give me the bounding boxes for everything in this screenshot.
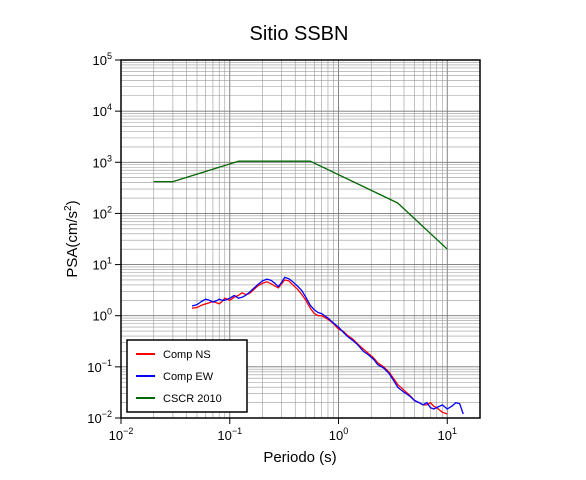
y-tick-label: 101 <box>93 256 112 273</box>
x-tick-label: 10−2 <box>109 426 134 443</box>
x-tick-label: 100 <box>329 426 348 443</box>
series-group <box>153 160 464 415</box>
y-axis-label-exponent: 2 <box>63 205 74 211</box>
y-tick-label: 10−1 <box>87 358 112 375</box>
legend-label: Comp EW <box>163 371 214 383</box>
y-tick-label: 10−2 <box>87 409 112 426</box>
y-tick-label: 100 <box>93 307 112 324</box>
chart-title: Sitio SSBN <box>250 23 349 45</box>
y-tick-label: 105 <box>93 51 112 68</box>
y-axis-label: PSA(cm/s2) <box>63 200 81 277</box>
legend-items: Comp NS Comp EW CSCR 2010 <box>136 349 222 405</box>
y-axis-label-close: ) <box>64 200 81 205</box>
legend-label: CSCR 2010 <box>163 393 222 405</box>
series-line-cscr-2010 <box>153 160 448 250</box>
y-tick-label: 103 <box>93 153 112 170</box>
x-axis-label: Periodo (s) <box>263 449 336 466</box>
series-line-comp-ew <box>191 276 464 415</box>
y-tick-label: 104 <box>93 102 112 119</box>
y-tick-label: 102 <box>93 204 112 221</box>
x-tick-label: 101 <box>438 426 457 443</box>
tick-labels: 10−2 10−1 100 101 10−2 10−1 100 101 102 103 104 105 <box>87 51 457 443</box>
plot-frame <box>120 59 481 419</box>
y-axis-label-text: PSA(cm/s <box>64 211 81 278</box>
series-line-comp-ns <box>191 279 448 415</box>
x-tick-label: 10−1 <box>217 426 242 443</box>
legend-label: Comp NS <box>163 349 211 361</box>
legend: Comp NS Comp EW CSCR 2010 <box>126 339 248 413</box>
grid <box>120 59 481 419</box>
